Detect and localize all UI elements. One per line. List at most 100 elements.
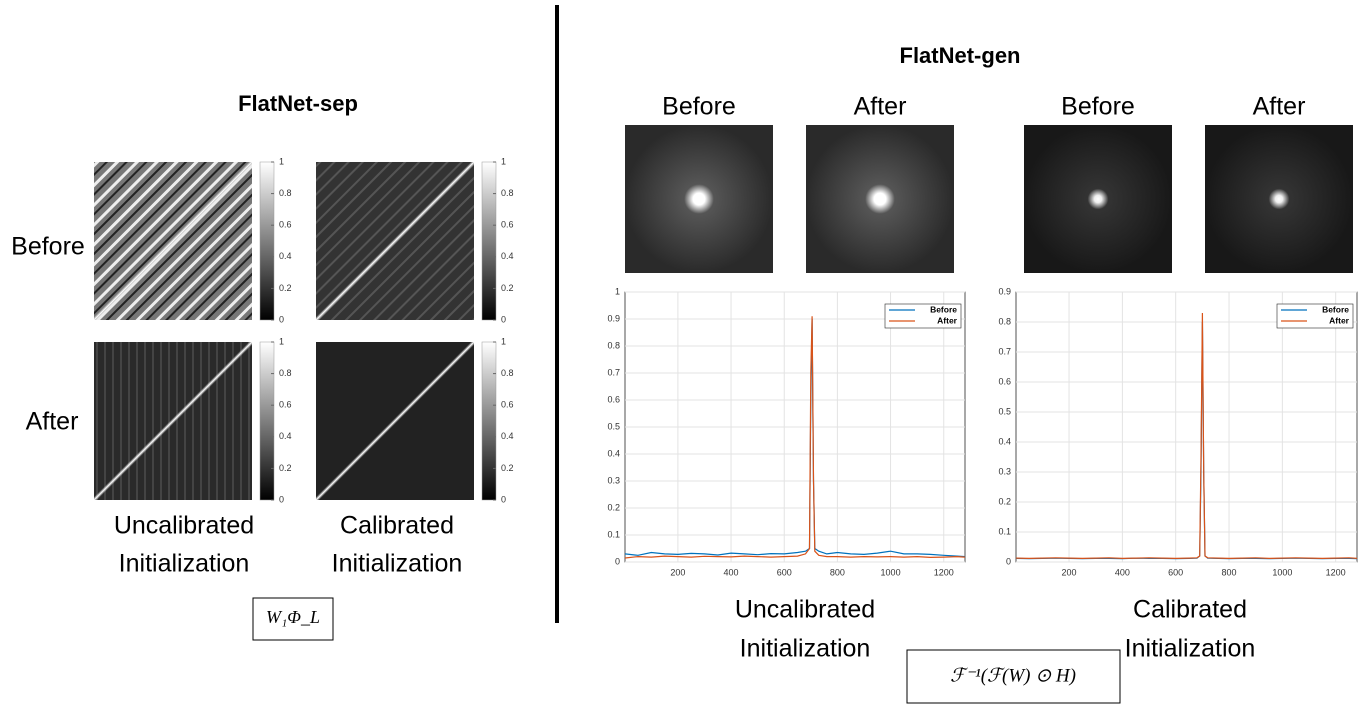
series-line	[624, 316, 966, 559]
y-tick-label: 0.5	[607, 421, 620, 431]
y-tick-label: 0.1	[607, 529, 620, 539]
colorbar	[259, 341, 275, 501]
x-tick-label: 600	[1168, 567, 1183, 577]
y-tick-label: 0.2	[998, 496, 1011, 506]
y-tick-label: 0.4	[998, 436, 1011, 446]
colorbar-tick-label: 0.4	[279, 251, 292, 261]
y-tick-label: 0.9	[607, 313, 620, 323]
row-label: After	[26, 408, 79, 436]
col-label: Uncalibrated	[735, 596, 875, 624]
col-label: Initialization	[740, 635, 871, 663]
colorbar	[481, 161, 497, 321]
formula-box	[252, 597, 334, 641]
colorbar-tick-label: 0.2	[279, 463, 292, 473]
colorbar-tick-label: 0	[501, 314, 506, 324]
y-tick-label: 0.4	[607, 448, 620, 458]
y-tick-label: 0.8	[998, 316, 1011, 326]
legend	[1276, 303, 1354, 329]
x-tick-label: 1200	[934, 567, 954, 577]
legend-label: Before	[1322, 304, 1349, 314]
colorbar-tick-label: 0	[501, 494, 506, 504]
colorbar-tick-label: 0.6	[279, 220, 292, 230]
formula-box	[906, 649, 1121, 704]
colorbar-tick-label: 0.4	[501, 251, 514, 261]
psf-image	[625, 125, 773, 273]
colorbar-tick-label: 0.8	[501, 188, 514, 198]
y-tick-label: 0.2	[607, 502, 620, 512]
x-tick-label: 400	[1115, 567, 1130, 577]
x-tick-label: 400	[724, 567, 739, 577]
panel-title: FlatNet-gen	[900, 43, 1021, 68]
colorbar-tick-label: 1	[501, 336, 506, 346]
heatmaps	[94, 162, 474, 500]
colorbar	[259, 161, 275, 321]
y-tick-label: 0.8	[607, 340, 620, 350]
image-label: After	[1253, 93, 1306, 121]
col-label: Initialization	[1125, 635, 1256, 663]
colorbar-tick-label: 0.8	[279, 368, 292, 378]
legend	[884, 303, 962, 329]
col-label: Calibrated	[1133, 596, 1247, 624]
image-label: After	[854, 93, 907, 121]
diagonal	[316, 342, 474, 500]
y-tick-label: 0.6	[607, 394, 620, 404]
plot-area	[1015, 291, 1358, 563]
psf-image	[806, 125, 954, 273]
diagonal	[94, 342, 252, 500]
colorbar-tick-label: 1	[501, 156, 506, 166]
colorbar	[481, 341, 497, 501]
x-tick-label: 1000	[1272, 567, 1292, 577]
colorbar-tick-label: 0	[279, 494, 284, 504]
colorbar-tick-label: 0.2	[501, 283, 514, 293]
x-tick-label: 800	[830, 567, 845, 577]
formula: ℱ⁻¹(ℱ(W) ⊙ H)	[950, 665, 1076, 686]
colorbar-tick-label: 0.6	[501, 220, 514, 230]
y-tick-label: 1	[615, 286, 620, 296]
colorbar-tick-label: 0.4	[279, 431, 292, 441]
x-tick-label: 1000	[881, 567, 901, 577]
legend-label: After	[1329, 315, 1350, 325]
psf-image	[1205, 125, 1353, 273]
diagonal	[94, 162, 252, 320]
col-label: Initialization	[332, 550, 463, 578]
col-label: Uncalibrated	[114, 512, 254, 540]
psf-image	[1024, 125, 1172, 273]
colorbar-tick-label: 0	[279, 314, 284, 324]
y-tick-label: 0.3	[998, 466, 1011, 476]
colorbar-tick-label: 0.8	[279, 188, 292, 198]
formula: W₁Φ_L	[266, 607, 320, 627]
colorbar-tick-label: 0.2	[279, 283, 292, 293]
colorbar-tick-label: 0.6	[501, 400, 514, 410]
colorbar-tick-label: 1	[279, 336, 284, 346]
colorbar-tick-label: 1	[279, 156, 284, 166]
x-tick-label: 200	[670, 567, 685, 577]
colorbar-tick-label: 0.8	[501, 368, 514, 378]
y-tick-label: 0.7	[607, 367, 620, 377]
x-tick-label: 600	[777, 567, 792, 577]
y-tick-label: 0.9	[998, 286, 1011, 296]
y-tick-label: 0.7	[998, 346, 1011, 356]
y-tick-label: 0.5	[998, 406, 1011, 416]
x-tick-label: 800	[1222, 567, 1237, 577]
y-tick-label: 0.6	[998, 376, 1011, 386]
y-tick-label: 0.1	[998, 526, 1011, 536]
y-tick-label: 0	[615, 556, 620, 566]
panel-title: FlatNet-sep	[238, 91, 358, 116]
diagonal	[316, 162, 474, 320]
colorbar-tick-label: 0.2	[501, 463, 514, 473]
legend-label: Before	[930, 304, 957, 314]
y-tick-label: 0.3	[607, 475, 620, 485]
image-label: Before	[662, 93, 736, 121]
col-label: Calibrated	[340, 512, 454, 540]
x-tick-label: 1200	[1326, 567, 1346, 577]
y-tick-label: 0	[1006, 556, 1011, 566]
legend-label: After	[937, 315, 958, 325]
colorbar-tick-label: 0.4	[501, 431, 514, 441]
col-label: Initialization	[119, 550, 250, 578]
series-line	[1015, 312, 1358, 560]
image-label: Before	[1061, 93, 1135, 121]
colorbar-tick-label: 0.6	[279, 400, 292, 410]
x-tick-label: 200	[1062, 567, 1077, 577]
row-label: Before	[11, 233, 85, 261]
